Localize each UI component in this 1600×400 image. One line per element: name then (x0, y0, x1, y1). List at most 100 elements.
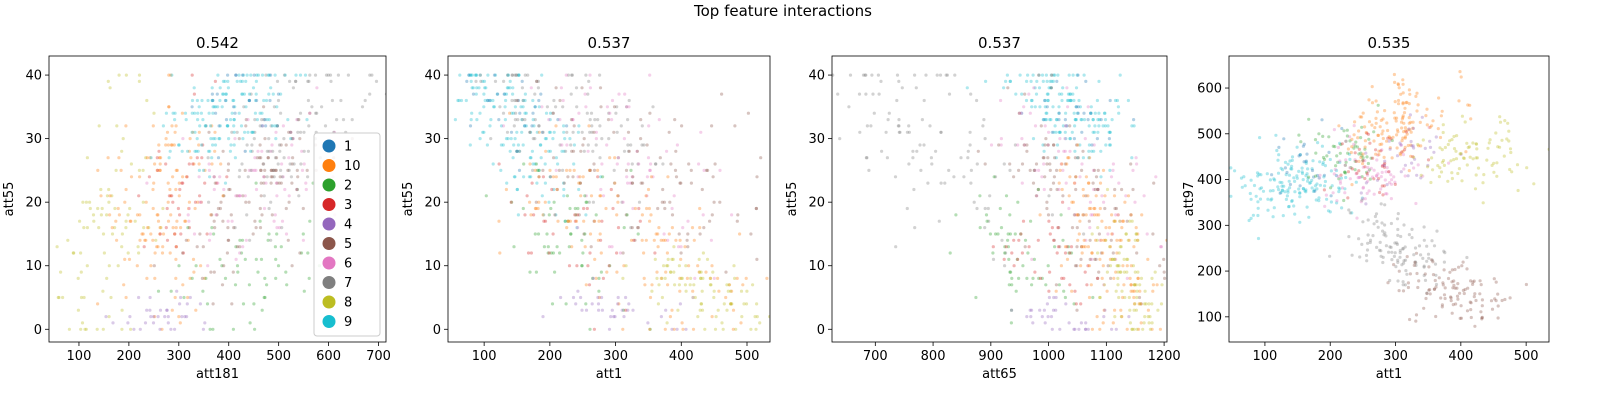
data-point-class-9 (1034, 92, 1039, 96)
data-point-class-2 (273, 245, 277, 249)
data-point-class-5 (624, 168, 629, 172)
data-point-class-3 (225, 175, 229, 179)
data-point-class-10 (1363, 145, 1367, 149)
data-point-class-8 (772, 302, 775, 305)
data-point-class-5 (570, 149, 574, 153)
data-point-class-9 (1075, 111, 1080, 115)
data-point-class-7 (826, 162, 829, 165)
data-point-class-5 (687, 162, 691, 166)
data-point-class-2 (1335, 154, 1339, 158)
data-point-class-2 (1003, 251, 1007, 255)
data-point-class-3 (1069, 245, 1074, 249)
data-point-class-3 (1086, 264, 1090, 268)
data-point-class-5 (1442, 293, 1447, 297)
data-point-class-10 (589, 194, 594, 198)
data-point-class-10 (1136, 232, 1140, 236)
data-point-class-2 (1297, 133, 1301, 137)
data-point-class-10 (1102, 308, 1106, 312)
data-point-class-10 (1168, 258, 1171, 261)
data-point-class-6 (1017, 111, 1022, 115)
data-point-class-8 (683, 283, 688, 287)
scatter-points (453, 73, 775, 331)
data-point-class-10 (1137, 302, 1141, 306)
data-point-class-3 (1016, 257, 1020, 261)
data-point-class-4 (1388, 147, 1392, 151)
data-point-class-3 (1381, 193, 1385, 197)
data-point-class-2 (1063, 295, 1067, 300)
data-point-class-7 (1388, 245, 1392, 249)
y-axis-label: att55 (2, 182, 17, 217)
data-point-class-9 (510, 92, 515, 96)
data-point-class-9 (1269, 198, 1273, 202)
data-point-class-5 (1097, 232, 1101, 236)
data-point-class-5 (262, 105, 266, 109)
data-point-class-5 (1096, 276, 1100, 280)
data-point-class-1 (211, 98, 215, 103)
data-point-class-6 (1365, 173, 1370, 177)
data-point-class-3 (174, 245, 178, 249)
data-point-class-9 (548, 118, 552, 122)
data-point-class-9 (543, 137, 548, 141)
data-point-class-5 (535, 79, 539, 83)
data-point-class-2 (599, 270, 604, 274)
data-point-class-7 (620, 200, 624, 204)
data-point-class-5 (1457, 265, 1461, 269)
data-point-class-10 (171, 226, 175, 230)
data-point-class-10 (1121, 219, 1125, 223)
data-point-class-10 (739, 321, 743, 325)
data-point-class-8 (1458, 152, 1462, 156)
data-point-class-5 (241, 194, 245, 198)
data-point-class-10 (1081, 213, 1085, 217)
data-point-class-9 (483, 98, 487, 103)
data-point-class-7 (897, 124, 901, 128)
data-point-class-4 (1029, 315, 1033, 319)
data-point-class-6 (559, 86, 564, 90)
data-point-class-8 (1440, 160, 1444, 164)
data-point-class-8 (1487, 141, 1491, 145)
legend-marker (322, 178, 336, 192)
data-point-class-5 (1043, 175, 1047, 179)
data-point-class-5 (225, 251, 229, 255)
data-point-class-7 (1360, 242, 1364, 246)
data-point-class-9 (517, 73, 521, 77)
data-point-class-6 (637, 162, 641, 166)
data-point-class-6 (273, 213, 277, 217)
data-point-class-9 (227, 137, 231, 141)
data-point-class-5 (592, 162, 596, 166)
data-point-class-7 (863, 73, 867, 77)
data-point-class-3 (1027, 245, 1031, 249)
data-point-class-10 (544, 149, 548, 153)
data-point-class-7 (1395, 241, 1399, 245)
data-point-class-5 (749, 232, 753, 236)
data-point-class-9 (265, 118, 269, 122)
data-point-class-8 (129, 327, 133, 331)
data-point-class-10 (685, 276, 690, 280)
data-point-class-9 (218, 86, 222, 90)
data-point-class-6 (260, 149, 264, 153)
data-point-class-5 (569, 118, 574, 122)
legend-marker (322, 295, 336, 309)
data-point-class-2 (1329, 186, 1333, 190)
data-point-class-9 (1057, 111, 1061, 115)
data-point-class-2 (1360, 125, 1364, 129)
data-point-class-9 (206, 98, 210, 103)
data-point-class-8 (1500, 138, 1504, 142)
data-point-class-2 (1314, 151, 1318, 155)
data-point-class-5 (1462, 291, 1466, 296)
data-point-class-7 (374, 79, 379, 83)
data-point-class-10 (1071, 200, 1075, 204)
data-point-class-3 (198, 194, 202, 198)
data-point-class-9 (223, 79, 227, 83)
data-point-class-10 (1411, 126, 1415, 130)
data-point-class-8 (141, 200, 145, 204)
data-point-class-5 (1008, 162, 1012, 166)
data-point-class-6 (1376, 172, 1380, 176)
data-point-class-7 (1368, 240, 1372, 245)
data-point-class-5 (710, 213, 714, 217)
data-point-class-2 (243, 257, 247, 261)
data-point-class-5 (1053, 156, 1057, 160)
data-point-class-5 (266, 156, 270, 160)
data-point-class-4 (1077, 327, 1081, 331)
data-point-class-9 (524, 111, 528, 115)
data-point-class-4 (1387, 139, 1391, 143)
